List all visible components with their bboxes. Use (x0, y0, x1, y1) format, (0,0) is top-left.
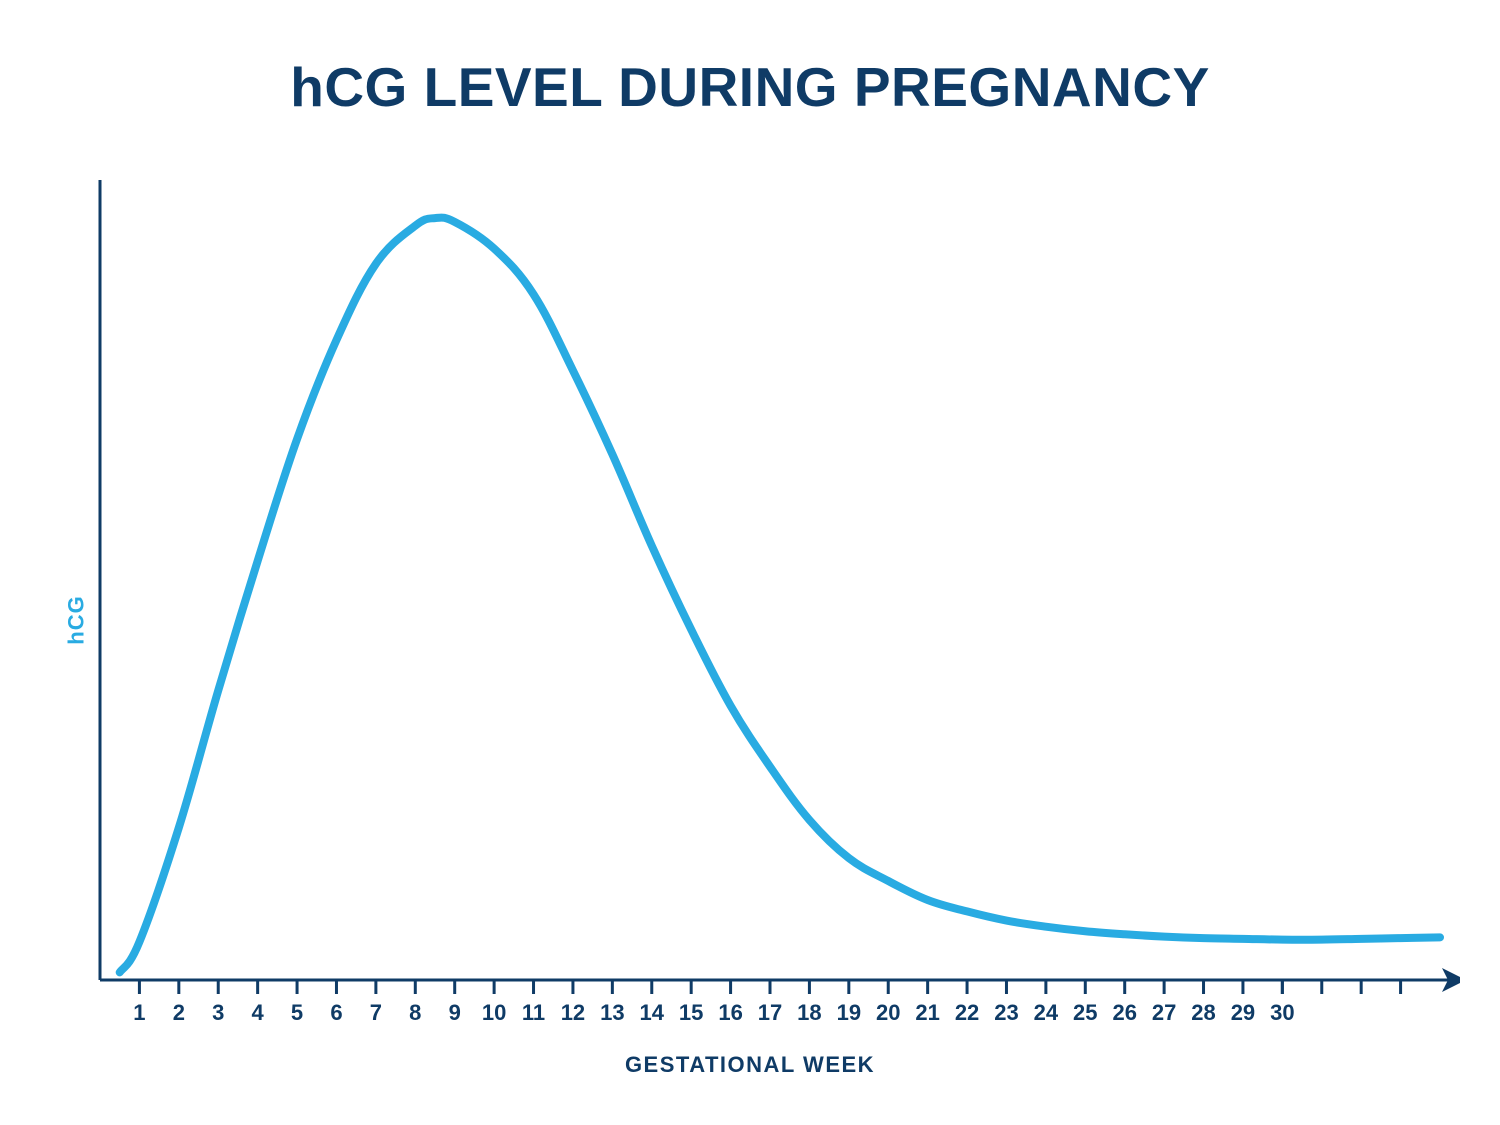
x-tick-label: 5 (291, 1000, 303, 1025)
x-tick-label: 7 (370, 1000, 382, 1025)
x-tick-label: 11 (522, 1000, 545, 1025)
x-tick-label: 22 (955, 1000, 979, 1025)
x-tick-label: 14 (640, 1000, 665, 1025)
x-tick-label: 30 (1270, 1000, 1294, 1025)
x-tick-label: 23 (994, 1000, 1018, 1025)
x-tick-label: 4 (252, 1000, 265, 1025)
x-tick-label: 16 (718, 1000, 742, 1025)
hcg-curve (120, 218, 1440, 973)
x-tick-label: 2 (173, 1000, 185, 1025)
chart-title: hCG LEVEL DURING PREGNANCY (0, 55, 1500, 119)
x-tick-label: 28 (1191, 1000, 1215, 1025)
x-tick-label: 24 (1034, 1000, 1059, 1025)
x-tick-label: 15 (679, 1000, 703, 1025)
x-tick-label: 9 (449, 1000, 461, 1025)
x-tick-label: 8 (409, 1000, 421, 1025)
x-tick-label: 18 (797, 1000, 821, 1025)
x-tick-label: 27 (1152, 1000, 1176, 1025)
x-tick-label: 13 (600, 1000, 624, 1025)
x-tick-label: 12 (561, 1000, 585, 1025)
x-tick-label: 10 (482, 1000, 506, 1025)
line-chart: 1234567891011121314151617181920212223242… (40, 180, 1460, 1060)
chart-container: hCG LEVEL DURING PREGNANCY hCG 123456789… (0, 0, 1500, 1125)
x-tick-label: 3 (212, 1000, 224, 1025)
chart-wrap: hCG 123456789101112131415161718192021222… (40, 180, 1460, 1060)
x-tick-label: 26 (1112, 1000, 1136, 1025)
x-tick-label: 25 (1073, 1000, 1097, 1025)
x-tick-label: 1 (133, 1000, 145, 1025)
x-tick-label: 21 (915, 1000, 939, 1025)
x-tick-label: 29 (1231, 1000, 1255, 1025)
x-tick-label: 17 (758, 1000, 782, 1025)
x-tick-label: 20 (876, 1000, 900, 1025)
x-tick-label: 19 (837, 1000, 861, 1025)
y-axis-label: hCG (64, 595, 90, 644)
x-tick-label: 6 (330, 1000, 342, 1025)
